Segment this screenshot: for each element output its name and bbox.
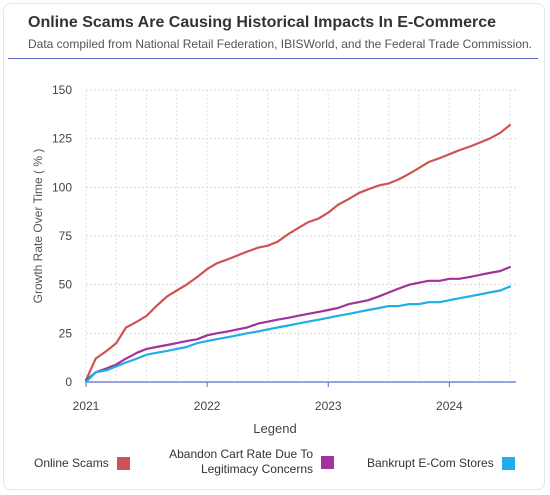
legend-label: Bankrupt E-Com Stores: [367, 456, 494, 470]
legend-item-abandon-cart[interactable]: Abandon Cart Rate Due To Legitimacy Conc…: [165, 447, 334, 477]
legend-title: Legend: [253, 421, 296, 436]
header-divider: [8, 58, 538, 59]
axes: 0 25 50 75 100 125 150 2021 2022 2023 2024: [52, 83, 516, 413]
chart-card: [3, 3, 545, 490]
series-line-3: [84, 285, 511, 384]
legend-swatch: [321, 455, 334, 469]
y-tick-label: 125: [52, 132, 72, 146]
legend-label: Online Scams: [34, 456, 109, 470]
y-axis-label: Growth Rate Over Time ( % ): [31, 149, 45, 304]
series-lines: [84, 123, 511, 384]
y-tick-label: 0: [65, 375, 72, 389]
x-tick-label: 2023: [315, 399, 342, 413]
legend: Online Scams Abandon Cart Rate Due To Le…: [0, 444, 550, 484]
y-tick-label: 25: [59, 326, 73, 340]
y-tick-label: 100: [52, 180, 72, 194]
x-tick-label: 2021: [73, 399, 100, 413]
series-line-2: [84, 266, 511, 382]
legend-item-online-scams[interactable]: Online Scams: [34, 456, 130, 471]
y-tick-label: 75: [59, 229, 73, 243]
x-tick-label: 2024: [436, 399, 463, 413]
legend-label: Abandon Cart Rate Due To Legitimacy Conc…: [169, 447, 313, 476]
chart-subtitle: Data compiled from National Retail Feder…: [28, 37, 533, 51]
legend-swatch: [116, 457, 130, 470]
y-tick-label: 150: [52, 83, 72, 97]
grid-lines: [85, 89, 516, 382]
series-line-1: [84, 123, 511, 382]
legend-swatch: [501, 457, 515, 470]
legend-item-bankrupt-stores[interactable]: Bankrupt E-Com Stores: [367, 456, 515, 471]
x-tick-label: 2022: [194, 399, 221, 413]
chart-title: Online Scams Are Causing Historical Impa…: [28, 14, 496, 31]
y-tick-label: 50: [59, 278, 73, 292]
